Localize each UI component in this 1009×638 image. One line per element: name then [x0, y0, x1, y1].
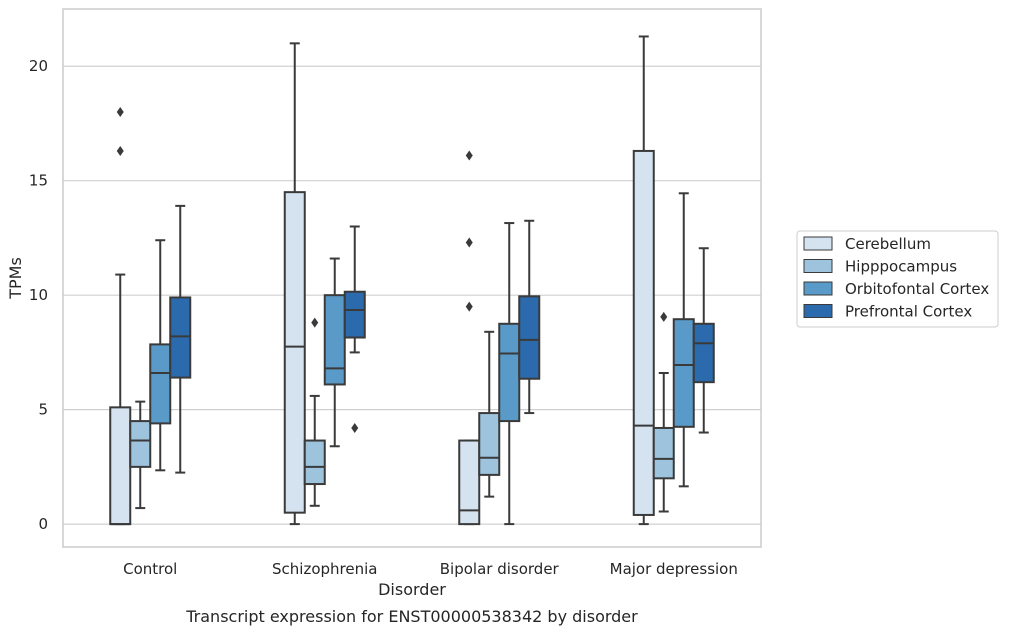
outlier-point: [660, 311, 668, 322]
box-body: [692, 322, 715, 384]
outlier-point: [116, 145, 124, 156]
legend-frame: [796, 230, 999, 328]
box-1-0: [129, 400, 152, 510]
legend: Cerebellum Hipppocampus Orbitofontal Corte…: [796, 230, 999, 328]
outlier-point: [465, 150, 473, 161]
legend-swatch: [803, 281, 833, 296]
y-tick-label: 10: [29, 286, 48, 304]
box-body: [149, 343, 172, 425]
legend-label: Hipppocampus: [845, 258, 957, 276]
x-axis-label: Disorder: [378, 580, 446, 599]
box-body: [498, 322, 521, 423]
legend-label: Prefrontal Cortex: [845, 303, 972, 321]
x-ticks: Control Schizophrenia Bipolar disorder Majo…: [123, 560, 738, 578]
outlier-point: [311, 317, 319, 328]
box-body: [169, 296, 192, 379]
box-3-3: [692, 247, 715, 434]
y-ticks: 0 5 10 15 20: [29, 57, 48, 533]
outlier-point: [116, 107, 124, 118]
x-tick-label: Major depression: [610, 560, 738, 578]
box-body: [672, 318, 695, 428]
x-tick-label: Schizophrenia: [272, 560, 377, 578]
box-body: [343, 290, 366, 339]
box-3-1: [343, 225, 366, 433]
box-body: [109, 406, 132, 526]
box-body: [458, 439, 481, 526]
box-body: [518, 295, 541, 380]
box-0-1: [283, 42, 306, 526]
outlier-point: [465, 237, 473, 248]
y-tick-label: 20: [29, 57, 48, 75]
box-body: [323, 294, 346, 386]
outlier-point: [351, 422, 359, 433]
box-2-1: [323, 257, 346, 448]
y-tick-label: 5: [38, 401, 48, 419]
box-3-0: [169, 204, 192, 474]
plot-area-border: [62, 8, 762, 548]
y-tick-label: 0: [38, 515, 48, 533]
legend-label: Cerebellum: [845, 235, 931, 253]
box-3-2: [518, 219, 541, 415]
legend-swatch: [803, 259, 833, 273]
box-body: [283, 191, 306, 514]
figure-caption: Transcript expression for ENST0000053834…: [185, 607, 638, 626]
box-1-1: [303, 317, 326, 507]
box-body: [303, 439, 326, 486]
box-body: [652, 426, 675, 480]
box-0-0: [109, 107, 132, 526]
box-1-2: [478, 330, 501, 498]
box-body: [478, 412, 501, 476]
legend-swatch: [803, 236, 833, 251]
box-body: [129, 420, 152, 468]
box-0-2: [458, 150, 481, 526]
legend-swatch: [803, 304, 833, 318]
x-tick-label: Control: [123, 560, 177, 578]
box-body: [632, 149, 655, 516]
y-axis-label: TPMs: [6, 257, 25, 300]
outlier-point: [465, 301, 473, 312]
boxes: [109, 35, 715, 526]
box-0-3: [632, 35, 655, 526]
x-tick-label: Bipolar disorder: [440, 560, 560, 578]
box-2-0: [149, 239, 172, 472]
legend-label: Orbitofontal Cortex: [845, 280, 989, 298]
box-1-3: [652, 311, 675, 513]
y-tick-label: 15: [29, 172, 48, 190]
